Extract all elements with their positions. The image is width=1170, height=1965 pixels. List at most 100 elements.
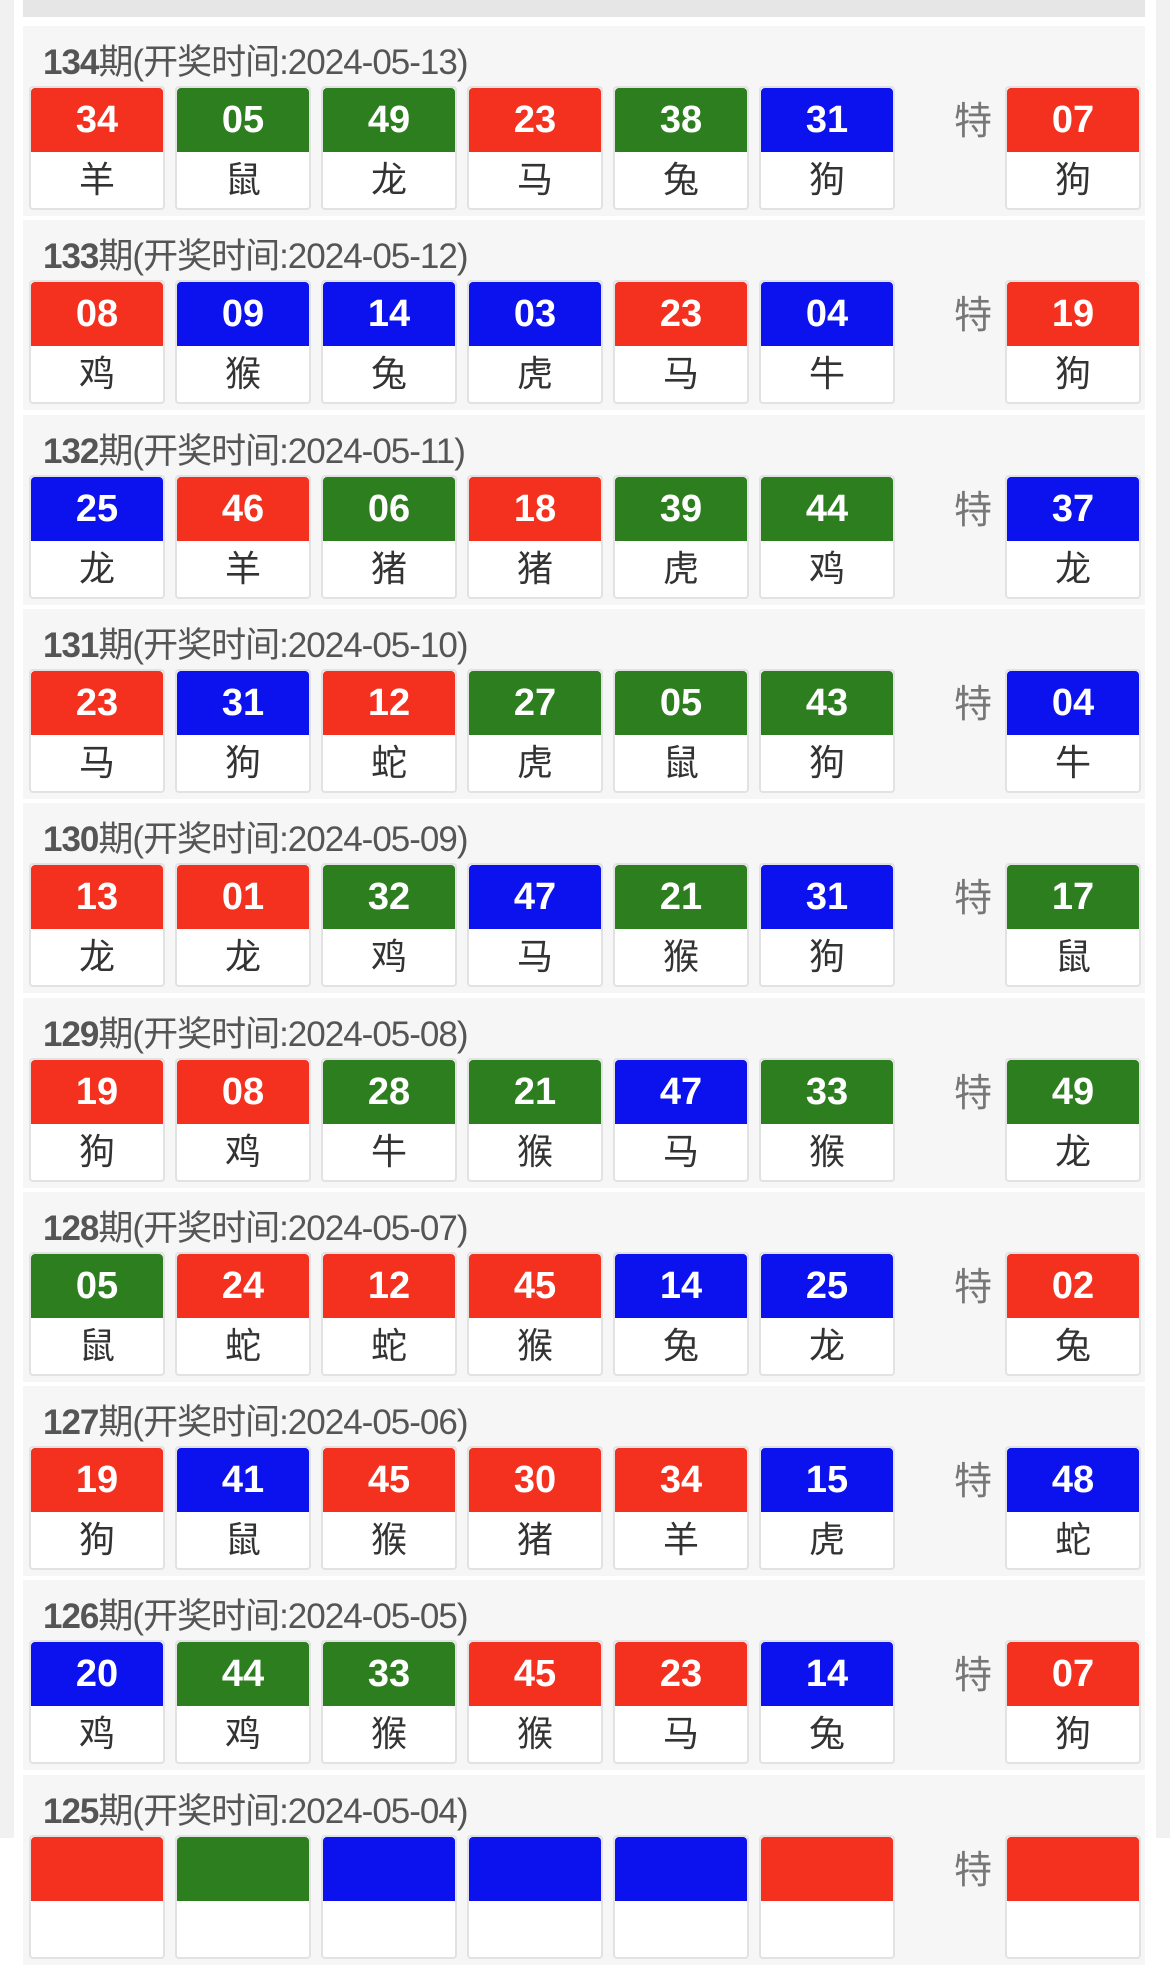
special-number: 49 xyxy=(1007,1059,1139,1124)
period-suffix: 期 xyxy=(98,1403,133,1443)
number-ball: 14 兔 xyxy=(321,280,457,405)
special-label: 特 xyxy=(953,681,992,726)
number-ball: 43 狗 xyxy=(759,668,895,793)
period-suffix: 期 xyxy=(98,625,133,665)
special-ball: 04 牛 xyxy=(1005,668,1141,793)
ball-number: 45 xyxy=(469,1253,601,1318)
ball-number xyxy=(469,1836,601,1901)
ball-zodiac: 牛 xyxy=(370,1131,407,1173)
ball-number: 44 xyxy=(761,476,893,541)
special-ball: 48 蛇 xyxy=(1005,1446,1141,1571)
ball-number: 19 xyxy=(31,1059,163,1124)
ball-number: 14 xyxy=(761,1642,893,1707)
period-number: 128 xyxy=(43,1208,99,1248)
special-number: 04 xyxy=(1007,670,1139,735)
number-ball: 06 猪 xyxy=(321,474,457,599)
number-ball: 28 牛 xyxy=(321,1057,457,1182)
draw-block: 134期(开奖时间:2024-05-13) 34 羊 05 鼠 49 龙 23 马 38 兔 31 狗特… xyxy=(23,26,1145,216)
ball-number: 24 xyxy=(177,1253,309,1318)
number-ball: 09 猴 xyxy=(175,280,311,405)
draw-header: 131期(开奖时间:2024-05-10) xyxy=(43,617,469,668)
special-ball: 07 狗 xyxy=(1005,1640,1141,1765)
draw-block: 131期(开奖时间:2024-05-10) 23 马 31 狗 12 蛇 27 虎 05 鼠 43 狗特… xyxy=(23,608,1145,799)
number-ball: 31 狗 xyxy=(175,668,311,793)
special-number: 19 xyxy=(1007,282,1139,347)
special-zodiac: 狗 xyxy=(1054,1714,1091,1756)
period-number: 133 xyxy=(43,237,99,277)
ball-zodiac: 龙 xyxy=(78,548,115,590)
left-edge xyxy=(0,0,14,1838)
number-ball: 19 狗 xyxy=(29,1057,165,1182)
special-ball: 17 鼠 xyxy=(1005,863,1141,988)
number-ball: 49 龙 xyxy=(321,86,457,210)
ball-zodiac: 鸡 xyxy=(224,1714,261,1756)
ball-zodiac: 羊 xyxy=(662,1520,699,1562)
ball-zodiac: 兔 xyxy=(808,1714,845,1756)
number-ball: 34 羊 xyxy=(613,1446,749,1571)
draw-date: (开奖时间:2024-05-08) xyxy=(132,1014,468,1054)
number-ball: 08 鸡 xyxy=(175,1057,311,1182)
ball-number: 33 xyxy=(323,1642,455,1707)
ball-number: 32 xyxy=(323,865,455,930)
special-label: 特 xyxy=(953,876,992,921)
ball-zodiac: 鸡 xyxy=(224,1131,261,1173)
draw-header: 125期(开奖时间:2024-05-04) xyxy=(43,1783,469,1834)
ball-number: 21 xyxy=(469,1059,601,1124)
period-suffix: 期 xyxy=(98,1791,133,1831)
ball-zodiac: 猴 xyxy=(224,354,261,396)
period-suffix: 期 xyxy=(98,431,133,471)
draw-header: 133期(开奖时间:2024-05-12) xyxy=(43,228,469,279)
right-edge xyxy=(1156,0,1170,1838)
ball-zodiac: 猪 xyxy=(516,1520,553,1562)
ball-number: 25 xyxy=(31,476,163,541)
ball-zodiac: 鼠 xyxy=(224,1520,261,1562)
draw-block: 133期(开奖时间:2024-05-12) 08 鸡 09 猴 14 兔 03 虎 23 马 04 牛特… xyxy=(23,220,1145,411)
ball-number: 12 xyxy=(323,670,455,735)
number-ball: 47 马 xyxy=(613,1057,749,1182)
ball-zodiac: 马 xyxy=(78,742,115,784)
special-ball: 07 狗 xyxy=(1005,86,1141,210)
ball-zodiac: 狗 xyxy=(224,742,261,784)
ball-zodiac: 猴 xyxy=(516,1131,553,1173)
number-ball: 31 狗 xyxy=(759,863,895,988)
draw-header: 132期(开奖时间:2024-05-11) xyxy=(43,423,466,474)
period-number: 127 xyxy=(43,1403,99,1443)
number-ball: 08 鸡 xyxy=(29,280,165,405)
number-ball xyxy=(175,1834,311,1959)
ball-number xyxy=(31,1836,163,1901)
ball-zodiac xyxy=(469,1901,601,1957)
draw-date: (开奖时间:2024-05-07) xyxy=(132,1208,468,1248)
ball-number: 39 xyxy=(615,476,747,541)
draw-block: 128期(开奖时间:2024-05-07) 05 鼠 24 蛇 12 蛇 45 猴 14 兔 25 龙特… xyxy=(23,1191,1145,1382)
period-number: 131 xyxy=(43,625,99,665)
number-ball xyxy=(467,1834,603,1959)
special-ball: 19 狗 xyxy=(1005,280,1141,405)
number-ball: 46 羊 xyxy=(175,474,311,599)
ball-number: 44 xyxy=(177,1642,309,1707)
ball-number: 05 xyxy=(177,88,309,152)
ball-number: 05 xyxy=(31,1253,163,1318)
number-ball: 32 鸡 xyxy=(321,863,457,988)
ball-number: 34 xyxy=(615,1448,747,1513)
period-suffix: 期 xyxy=(98,237,133,277)
ball-number: 38 xyxy=(615,88,747,152)
ball-zodiac: 猪 xyxy=(516,548,553,590)
number-ball: 14 兔 xyxy=(613,1251,749,1376)
number-ball: 33 猴 xyxy=(321,1640,457,1765)
draw-header: 128期(开奖时间:2024-05-07) xyxy=(43,1200,469,1251)
ball-zodiac: 鼠 xyxy=(224,160,261,201)
ball-number: 19 xyxy=(31,1448,163,1513)
ball-zodiac: 牛 xyxy=(808,354,845,396)
period-number: 129 xyxy=(43,1014,99,1054)
special-zodiac: 兔 xyxy=(1054,1325,1091,1367)
ball-zodiac: 蛇 xyxy=(224,1325,261,1367)
number-ball: 23 马 xyxy=(467,86,603,210)
number-ball: 21 猴 xyxy=(613,863,749,988)
special-zodiac: 蛇 xyxy=(1054,1520,1091,1562)
special-label: 特 xyxy=(953,99,992,143)
number-ball: 01 龙 xyxy=(175,863,311,988)
ball-number xyxy=(177,1836,309,1901)
ball-number: 23 xyxy=(31,670,163,735)
ball-number xyxy=(323,1836,455,1901)
ball-number: 49 xyxy=(323,88,455,152)
